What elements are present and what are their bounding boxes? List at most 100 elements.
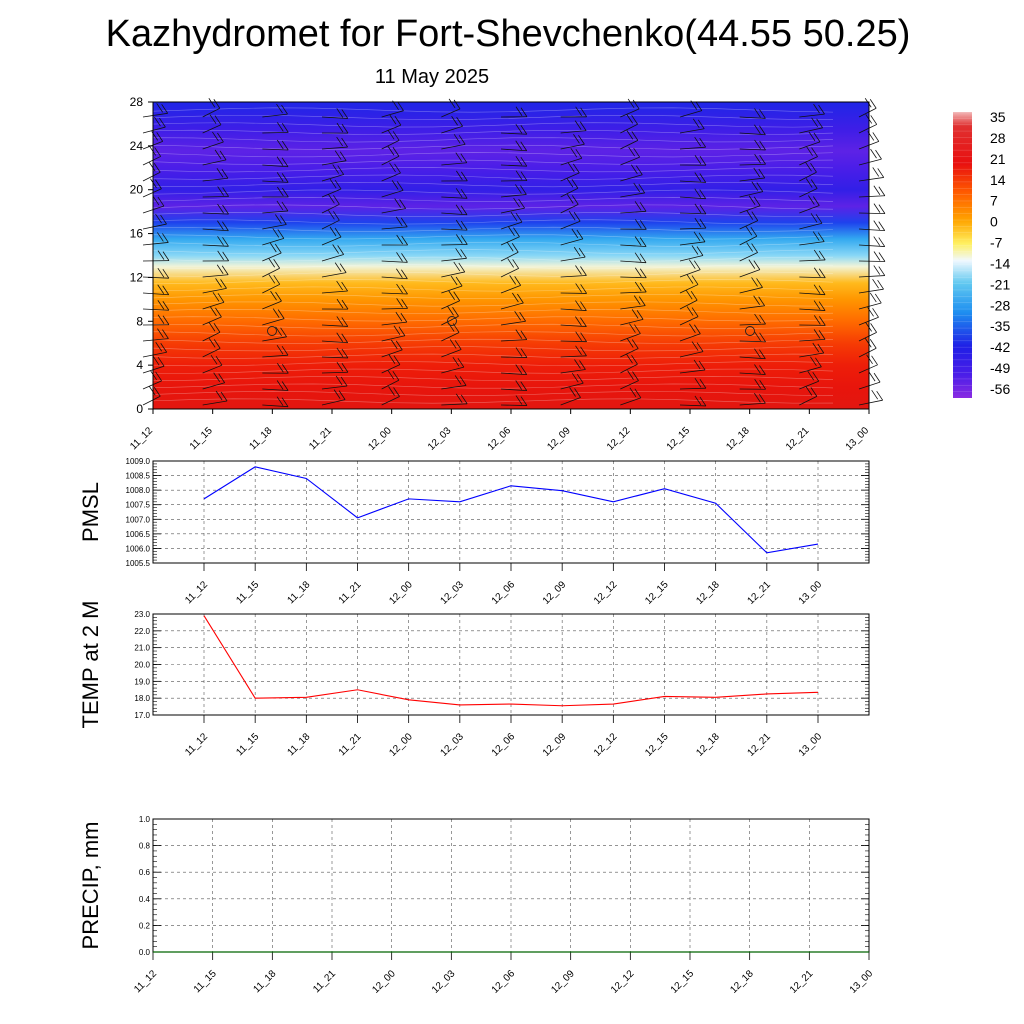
wind-barb <box>142 116 166 134</box>
wind-barb <box>381 354 401 374</box>
wind-barb-shaft <box>202 382 225 390</box>
wind-barb-shaft <box>381 335 406 342</box>
wind-barb-flag <box>276 156 284 166</box>
heatmap-panel: 0 4 8 12 16 20 24 28 11_12 11_15 11_18 11_21 12_00 12… <box>128 95 886 453</box>
wind-barb-flag <box>276 122 284 132</box>
wind-barb <box>560 372 584 390</box>
wind-barb-flag <box>214 115 222 125</box>
chart-subtitle: 11 May 2025 <box>375 66 489 88</box>
wind-barb-shaft <box>620 397 642 406</box>
wind-barb-flag <box>758 296 765 306</box>
wind-barb-shaft <box>620 156 640 166</box>
wind-barb <box>739 364 766 375</box>
wind-barb-flag <box>817 343 825 354</box>
wind-barb-shaft <box>381 226 408 230</box>
y-tick-label: 20 <box>130 183 144 197</box>
wind-barb <box>679 245 704 262</box>
contour-line <box>152 122 834 128</box>
colorbar-label: -7 <box>990 235 1003 251</box>
wind-barb-flag <box>751 277 758 287</box>
wind-barb <box>620 182 646 198</box>
wind-barb-flag <box>872 308 879 318</box>
wind-barb-flag <box>155 371 162 382</box>
wind-barb <box>858 338 877 358</box>
wind-barb-flag <box>872 278 879 289</box>
wind-barb <box>500 140 528 152</box>
y-tick-label: 19.0 <box>134 677 150 686</box>
wind-barb <box>321 362 349 374</box>
y-tick-label: 0.4 <box>139 895 151 904</box>
wind-barb-flag <box>452 356 460 367</box>
wind-barb-shaft <box>858 347 877 358</box>
wind-barb <box>441 261 466 278</box>
wind-barb-shaft <box>620 192 645 198</box>
wind-barb-flag <box>336 122 344 133</box>
y-tick-label: 1008.0 <box>126 486 151 495</box>
wind-barb <box>858 354 878 374</box>
contour-line <box>152 256 834 262</box>
colorbar-label: 14 <box>990 172 1006 188</box>
wind-barb <box>500 275 522 294</box>
wind-barb-flag <box>873 185 881 195</box>
wind-barb-flag <box>575 345 582 356</box>
wind-barb <box>500 197 525 214</box>
wind-barb-flag <box>341 123 349 134</box>
wind-barb-flag <box>394 163 401 174</box>
colorbar-label: -56 <box>990 381 1010 397</box>
wind-barb-flag <box>401 253 408 263</box>
wind-barb <box>202 203 229 215</box>
y-tick-label: 1008.5 <box>126 472 151 481</box>
wind-barb-flag <box>638 296 646 306</box>
wind-barb <box>321 108 349 119</box>
x-tick-label: 12_06 <box>490 579 518 607</box>
wind-barb-flag <box>631 339 639 349</box>
wind-barb-flag <box>400 312 408 323</box>
wind-barb-flag <box>813 103 820 114</box>
wind-barb-flag <box>756 182 764 192</box>
wind-barb-flag <box>515 347 523 357</box>
wind-barb-flag <box>520 125 528 135</box>
wind-barb-shaft <box>799 222 823 230</box>
wind-barb-flag <box>571 372 579 383</box>
wind-barb <box>202 278 227 294</box>
wind-barb-flag <box>329 178 337 189</box>
wind-barb-shaft <box>202 228 229 232</box>
wind-barb <box>321 226 342 246</box>
wind-barb-flag <box>815 214 823 224</box>
calm-wind-circle <box>447 316 457 326</box>
wind-barb <box>500 106 528 118</box>
wind-barb-flag <box>634 267 642 278</box>
contour-line <box>152 323 834 329</box>
wind-barb-flag <box>393 325 401 336</box>
wind-barb-flag <box>759 155 766 165</box>
wind-barb-flag <box>334 227 342 238</box>
wind-barb-flag <box>746 210 754 220</box>
wind-barb-flag <box>221 265 229 275</box>
wind-barb-shaft <box>202 177 228 182</box>
wind-barb-flag <box>871 389 879 400</box>
wind-barb-shaft <box>262 252 282 262</box>
y-tick-label: 1.0 <box>139 815 151 824</box>
wind-barb <box>142 300 170 311</box>
wind-barb-flag <box>332 244 339 254</box>
wind-barb-flag <box>634 236 642 246</box>
x-tick-label: 12_15 <box>643 731 671 759</box>
wind-barb-shaft <box>202 287 227 294</box>
wind-barb-flag <box>152 195 160 206</box>
wind-barb-flag <box>515 212 523 223</box>
wind-barb-flag <box>520 396 528 406</box>
wind-barb-shaft <box>321 254 344 262</box>
wind-barb-shaft <box>142 242 169 246</box>
wind-barb <box>560 246 586 262</box>
x-tick-label: 12_18 <box>724 425 752 453</box>
wind-barb-flag <box>277 309 285 319</box>
wind-barb-flag <box>280 215 287 225</box>
y-tick-label: 12 <box>130 270 144 284</box>
wind-barb <box>321 375 348 390</box>
wind-barb-shaft <box>202 347 221 358</box>
contour-line <box>152 286 834 292</box>
wind-barb-shaft <box>620 318 644 326</box>
wind-barb-shaft <box>202 159 227 166</box>
wind-barb-flag <box>336 280 343 291</box>
wind-barb-shaft <box>679 333 701 342</box>
